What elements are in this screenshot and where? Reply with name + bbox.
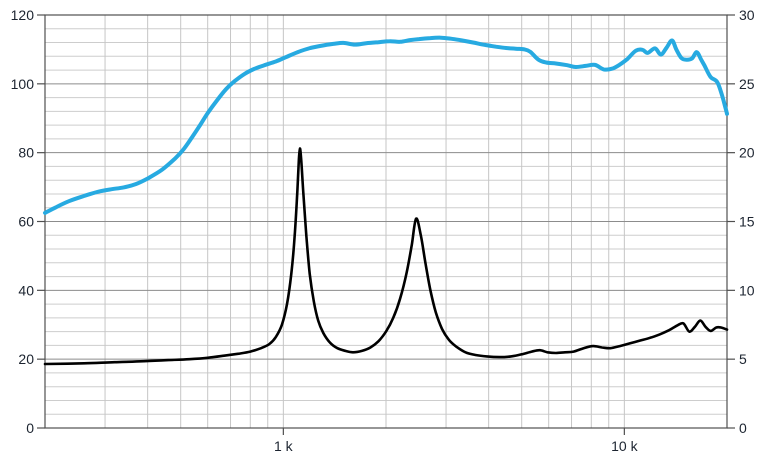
left-axis-tick-label: 20 [18,351,34,367]
left-axis-tick-label: 80 [18,145,34,161]
right-axis-tick-label: 30 [739,7,755,23]
right-axis-tick-label: 5 [739,351,747,367]
right-axis-tick-label: 15 [739,214,755,230]
impedance-ohms-curve [43,147,729,366]
x-axis-tick-label: 10 k [611,438,638,454]
right-axis-tick-label: 0 [739,420,747,436]
right-axis-tick-label: 20 [739,145,755,161]
left-axis-tick-label: 0 [26,420,34,436]
right-axis-tick-label: 10 [739,282,755,298]
left-axis-tick-label: 120 [11,7,35,23]
right-axis-tick-label: 25 [739,76,755,92]
frequency-response-spl-curve [43,35,729,215]
left-axis-tick-label: 40 [18,282,34,298]
left-axis-tick-label: 100 [11,76,35,92]
x-axis-tick-label: 1 k [274,438,294,454]
left-axis-tick-label: 60 [18,214,34,230]
